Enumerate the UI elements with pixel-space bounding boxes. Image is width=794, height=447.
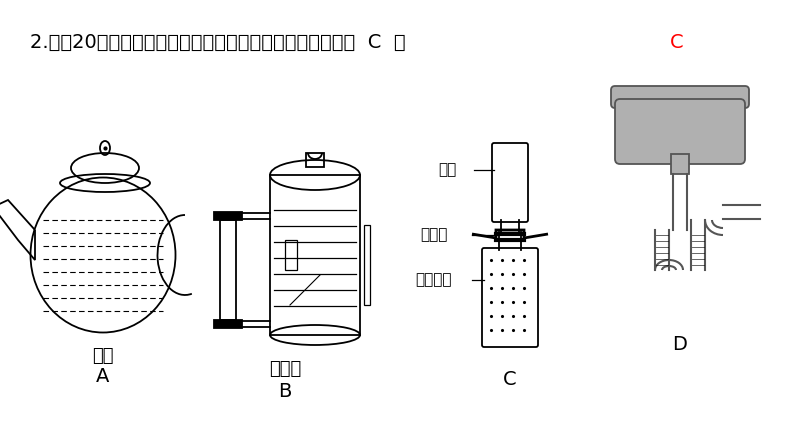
Bar: [214, 320, 242, 328]
Bar: [214, 212, 242, 220]
Text: 茶壶: 茶壶: [92, 347, 114, 365]
Bar: [306, 153, 324, 167]
Bar: [671, 154, 689, 174]
Text: 玻璃板: 玻璃板: [420, 228, 447, 243]
Text: 二氧化氮: 二氧化氮: [415, 273, 452, 287]
Text: B: B: [279, 382, 291, 401]
Bar: [285, 240, 297, 270]
Text: C: C: [503, 370, 517, 389]
FancyBboxPatch shape: [615, 99, 745, 164]
Text: 2.　（20分）如图所示，其中下列各图不属于连通器的是（  C  ）: 2. （20分）如图所示，其中下列各图不属于连通器的是（ C ）: [30, 33, 406, 51]
Bar: [270, 175, 360, 335]
Text: D: D: [673, 335, 688, 354]
FancyBboxPatch shape: [611, 86, 749, 108]
Text: A: A: [96, 367, 110, 386]
Text: 水位计: 水位计: [269, 360, 301, 378]
Bar: [364, 225, 370, 305]
Text: C: C: [670, 33, 684, 51]
Bar: [220, 220, 236, 320]
Text: 空气: 空气: [438, 163, 457, 177]
